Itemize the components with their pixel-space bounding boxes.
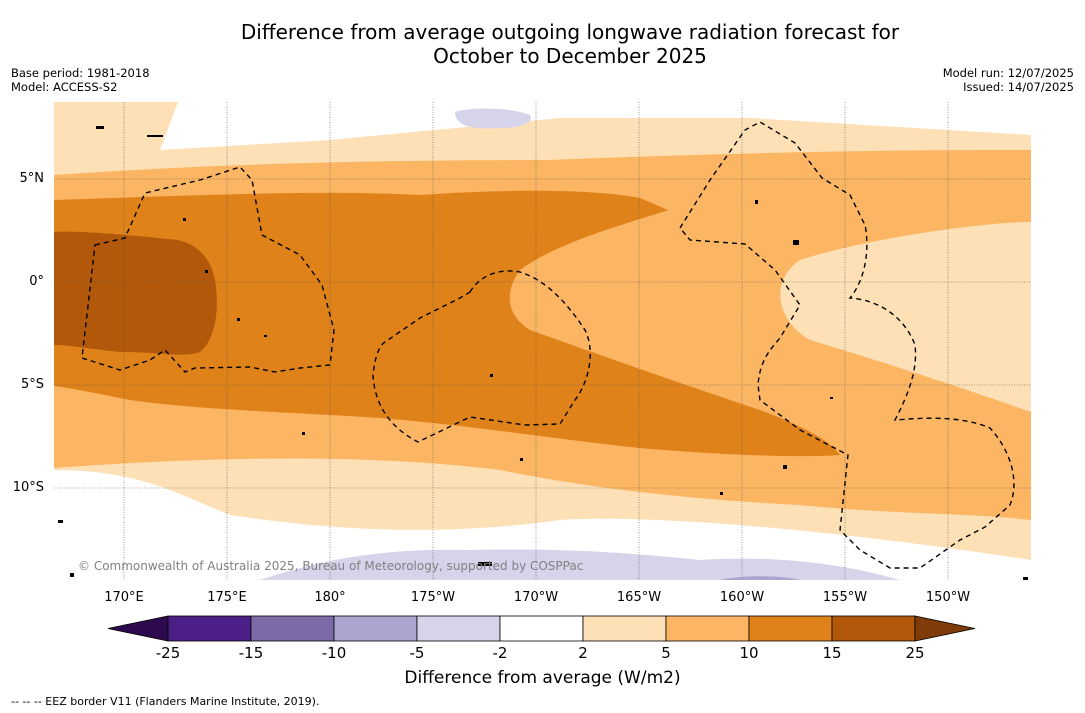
gridlines — [54, 102, 1031, 580]
model-name: Model: ACCESS-S2 — [11, 80, 118, 94]
lon-label-180: 180° — [314, 590, 346, 605]
colorbar-label: Difference from average (W/m2) — [404, 668, 681, 688]
chart-title: Difference from average outgoing longwav… — [0, 20, 1085, 68]
copyright-credit: © Commonwealth of Australia 2025, Bureau… — [78, 559, 584, 573]
band-neg5-10-south — [720, 576, 800, 580]
band-white-south — [54, 470, 1031, 580]
lon-label-155w: 155°W — [822, 590, 868, 605]
issued-date: Issued: 14/07/2025 — [963, 80, 1074, 94]
eez-borders — [81, 121, 1015, 569]
model-run: Model run: 12/07/2025 — [942, 66, 1074, 80]
colorbar-segment — [333, 615, 418, 642]
colorbar-segment — [582, 615, 667, 642]
lat-label-10s: 10°S — [12, 480, 44, 495]
colorbar-tick: 5 — [661, 644, 671, 662]
lat-label-0: 0° — [29, 274, 44, 289]
colorbar-over-arrow — [914, 615, 976, 642]
band-neg2-5-north — [455, 108, 531, 129]
colorbar-segment — [748, 615, 833, 642]
title-line-1: Difference from average outgoing longwav… — [240, 20, 900, 44]
eez-kiribati-gilbert — [81, 166, 335, 373]
colorbar-segment — [831, 615, 916, 642]
lat-label-5n: 5°N — [19, 171, 45, 186]
colorbar-tick: 2 — [578, 644, 588, 662]
colorbar-tick: 25 — [905, 644, 925, 662]
lon-label-170e: 170°E — [104, 590, 144, 605]
colorbar-segment — [416, 615, 501, 642]
islands — [58, 126, 1028, 580]
eez-phoenix — [372, 270, 591, 443]
lon-label-175w: 175°W — [410, 590, 456, 605]
lat-label-5s: 5°S — [20, 377, 44, 392]
colorbar-tick: 10 — [739, 644, 759, 662]
lon-label-170w: 170°W — [513, 590, 559, 605]
lon-label-165w: 165°W — [616, 590, 662, 605]
colorbar — [107, 615, 976, 642]
band-15-25 — [54, 231, 217, 355]
colorbar-segment — [167, 615, 252, 642]
band-10-15 — [54, 190, 840, 457]
colorbar-tick: 15 — [822, 644, 842, 662]
colorbar-tick: -10 — [321, 644, 347, 662]
base-period: Base period: 1981-2018 — [11, 66, 150, 80]
colorbar-tick: -25 — [155, 644, 181, 662]
meta-right: Model run: 12/07/2025 Issued: 14/07/2025 — [943, 66, 1074, 94]
colorbar-tick: -2 — [492, 644, 508, 662]
band-neg2-5-south — [260, 549, 900, 580]
colorbar-tick: -5 — [409, 644, 425, 662]
colorbar-segment — [665, 615, 750, 642]
lon-label-160w: 160°W — [719, 590, 765, 605]
lon-label-150w: 150°W — [925, 590, 971, 605]
meta-left: Base period: 1981-2018 Model: ACCESS-S2 — [11, 66, 150, 94]
eez-line-islands — [679, 121, 1015, 569]
eez-legend-note: -- -- -- EEZ border V11 (Flanders Marine… — [11, 695, 320, 708]
colorbar-segment — [499, 615, 584, 642]
colorbar-segment — [250, 615, 335, 642]
band-white-west — [54, 498, 212, 580]
anomaly-field — [54, 102, 1031, 580]
colorbar-tick: -15 — [238, 644, 264, 662]
colorbar-under-arrow — [107, 615, 169, 642]
title-line-2: October to December 2025 — [433, 44, 707, 68]
lon-label-175e: 175°E — [207, 590, 247, 605]
